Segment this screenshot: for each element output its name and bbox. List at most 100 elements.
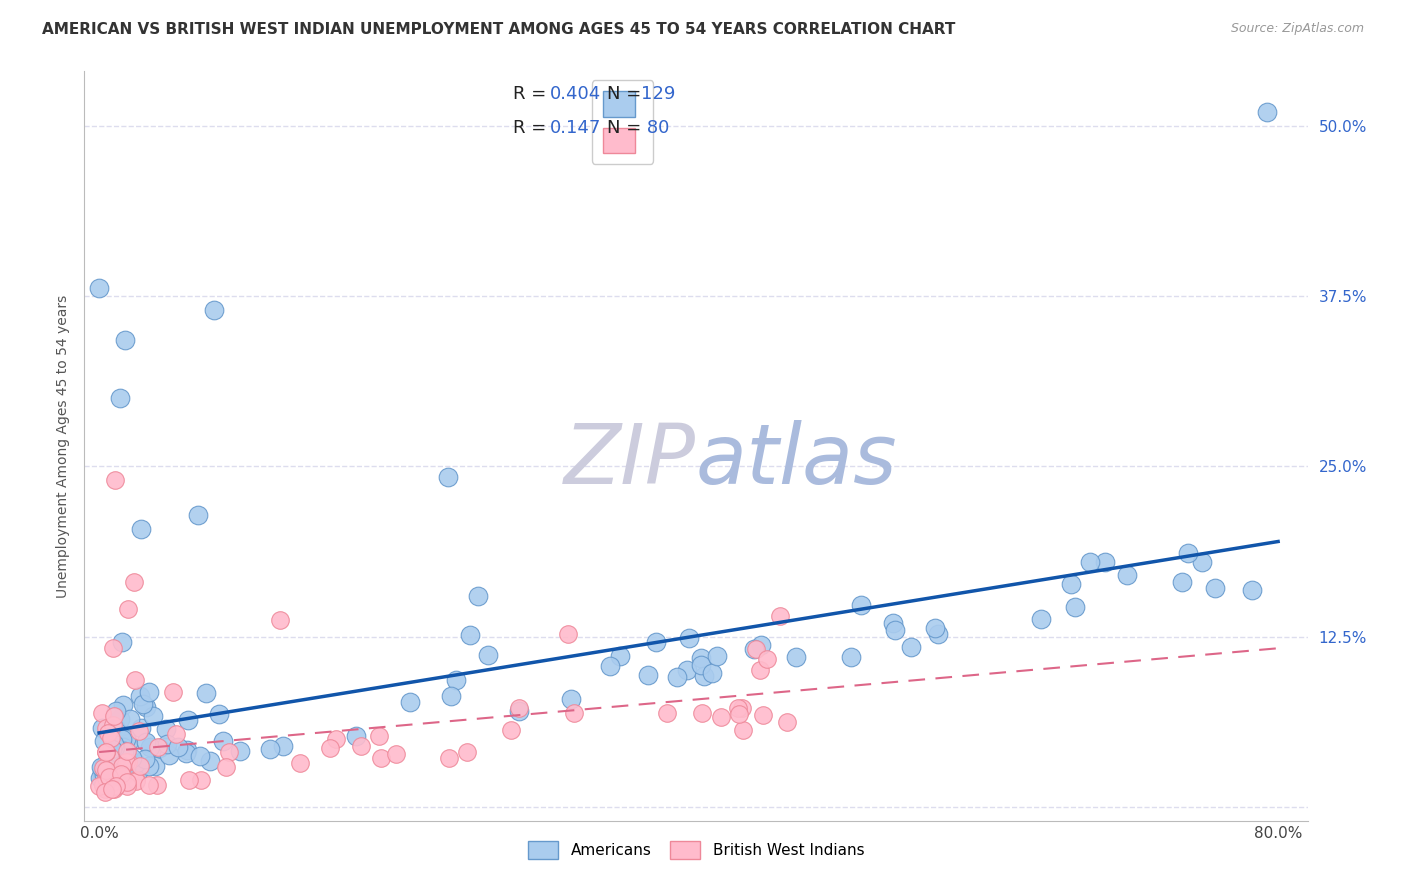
Point: [508, 701, 530, 715]
Point: [105, 722, 128, 736]
Point: [437, 470, 460, 484]
Y-axis label: Unemployment Among Ages 45 to 54 years: Unemployment Among Ages 45 to 54 years: [56, 294, 70, 598]
Point: [143, 758, 166, 772]
Point: [135, 699, 157, 714]
Point: [104, 753, 127, 767]
Point: [146, 778, 169, 792]
Point: [111, 768, 134, 782]
Point: [749, 663, 772, 677]
Point: [138, 759, 160, 773]
Text: 80: 80: [641, 119, 669, 136]
Point: [666, 670, 689, 684]
Point: [1256, 105, 1278, 120]
Point: [1241, 583, 1264, 598]
Point: [599, 658, 621, 673]
Point: [93, 768, 115, 782]
Point: [727, 707, 749, 722]
Point: [1204, 582, 1226, 596]
Point: [105, 766, 128, 780]
Point: [165, 726, 187, 740]
Point: [290, 756, 312, 770]
Point: [176, 747, 198, 761]
Point: [124, 774, 146, 789]
Point: [103, 708, 125, 723]
Point: [128, 723, 150, 738]
Point: [104, 761, 127, 775]
Point: [103, 782, 125, 797]
Point: [135, 735, 157, 749]
Point: [101, 640, 124, 655]
Point: [849, 599, 872, 613]
Point: [93, 761, 115, 775]
Point: [90, 722, 112, 736]
Point: [162, 685, 184, 699]
Point: [125, 756, 148, 771]
Text: ZIP: ZIP: [564, 420, 696, 501]
Text: 0.147: 0.147: [550, 119, 602, 136]
Point: [560, 692, 582, 706]
Point: [228, 744, 250, 758]
Point: [124, 773, 146, 788]
Point: [882, 616, 904, 631]
Point: [115, 762, 138, 776]
Point: [98, 770, 121, 784]
Point: [115, 731, 138, 746]
Point: [446, 673, 468, 687]
Point: [111, 740, 134, 755]
Point: [101, 781, 124, 796]
Point: [637, 668, 659, 682]
Point: [89, 779, 111, 793]
Point: [91, 760, 114, 774]
Point: [1094, 555, 1116, 569]
Point: [115, 779, 138, 793]
Point: [108, 764, 131, 779]
Point: [370, 751, 392, 765]
Point: [90, 772, 112, 786]
Point: [89, 771, 111, 785]
Point: [120, 712, 142, 726]
Point: [128, 690, 150, 704]
Point: [111, 731, 134, 746]
Point: [128, 763, 150, 777]
Point: [350, 739, 373, 753]
Point: [101, 775, 124, 789]
Point: [1191, 555, 1213, 569]
Point: [94, 780, 117, 795]
Text: N =: N =: [607, 85, 647, 103]
Point: [96, 756, 118, 771]
Point: [111, 698, 134, 712]
Point: [117, 752, 139, 766]
Point: [110, 769, 132, 783]
Point: [111, 635, 134, 649]
Point: [731, 700, 754, 714]
Point: [122, 575, 145, 590]
Point: [121, 751, 143, 765]
Point: [176, 743, 198, 757]
Point: [785, 650, 807, 665]
Point: [319, 740, 342, 755]
Point: [710, 709, 733, 723]
Point: [134, 752, 156, 766]
Text: R =: R =: [513, 119, 553, 136]
Point: [93, 763, 115, 777]
Point: [117, 735, 139, 749]
Point: [775, 714, 797, 729]
Point: [166, 740, 188, 755]
Text: R =: R =: [513, 85, 553, 103]
Point: [1060, 577, 1083, 591]
Point: [202, 303, 225, 318]
Point: [132, 698, 155, 712]
Point: [97, 751, 120, 765]
Text: AMERICAN VS BRITISH WEST INDIAN UNEMPLOYMENT AMONG AGES 45 TO 54 YEARS CORRELATI: AMERICAN VS BRITISH WEST INDIAN UNEMPLOY…: [42, 22, 956, 37]
Point: [259, 742, 281, 756]
Point: [1064, 599, 1087, 614]
Point: [108, 391, 131, 405]
Point: [1116, 568, 1139, 582]
Point: [218, 745, 240, 759]
Point: [157, 748, 180, 763]
Text: N =: N =: [607, 119, 647, 136]
Point: [100, 765, 122, 780]
Point: [325, 731, 347, 746]
Point: [769, 609, 792, 624]
Text: atlas: atlas: [696, 420, 897, 501]
